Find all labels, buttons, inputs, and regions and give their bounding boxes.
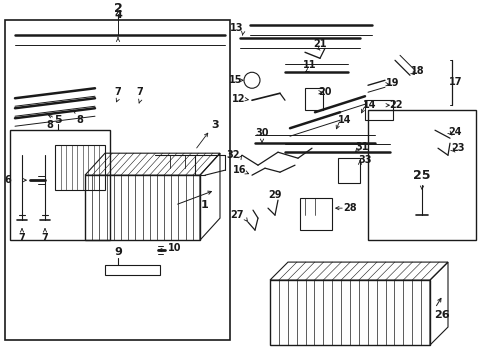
Text: 7: 7 [136,87,143,97]
Text: 6: 6 [4,175,11,185]
Text: 17: 17 [448,77,462,87]
Text: 4: 4 [114,10,122,20]
Text: 7: 7 [41,233,48,243]
Text: 26: 26 [433,310,449,320]
Text: 30: 30 [255,128,268,138]
Text: 24: 24 [447,127,461,137]
Bar [5,20,229,340]
Text: 2: 2 [113,2,122,15]
Text: 10: 10 [168,243,182,253]
Text: 20: 20 [318,87,331,97]
Text: 29: 29 [268,190,281,200]
Text: 7: 7 [114,87,121,97]
Bar [105,265,160,275]
Text: 31: 31 [354,142,368,152]
Bar [337,158,359,183]
Text: 8: 8 [77,115,83,125]
Text: 19: 19 [386,78,399,88]
Text: 15: 15 [229,75,242,85]
Text: 12: 12 [232,94,245,104]
Bar [55,145,105,190]
Bar [299,198,331,230]
Text: 14: 14 [338,115,351,125]
Text: 7: 7 [19,233,25,243]
Text: 21: 21 [313,39,326,49]
Text: 3: 3 [211,120,218,130]
Text: 11: 11 [303,60,316,70]
Text: 8: 8 [46,120,53,130]
Bar [85,175,200,240]
Bar [305,88,323,110]
Text: 18: 18 [410,66,424,76]
Text: 23: 23 [450,143,464,153]
Text: 16: 16 [233,165,246,175]
Bar [269,280,429,345]
Text: 1: 1 [201,200,208,210]
Text: 14: 14 [363,100,376,110]
Text: 5: 5 [54,115,61,125]
Bar [367,110,475,240]
Text: 33: 33 [358,155,371,165]
Bar [364,100,392,120]
Text: 28: 28 [343,203,356,213]
Bar [10,130,110,240]
Text: 22: 22 [388,100,402,110]
Text: 32: 32 [226,150,239,160]
Text: 25: 25 [412,169,430,182]
Text: 27: 27 [230,210,243,220]
Text: 9: 9 [114,247,122,257]
Text: 13: 13 [230,23,243,33]
